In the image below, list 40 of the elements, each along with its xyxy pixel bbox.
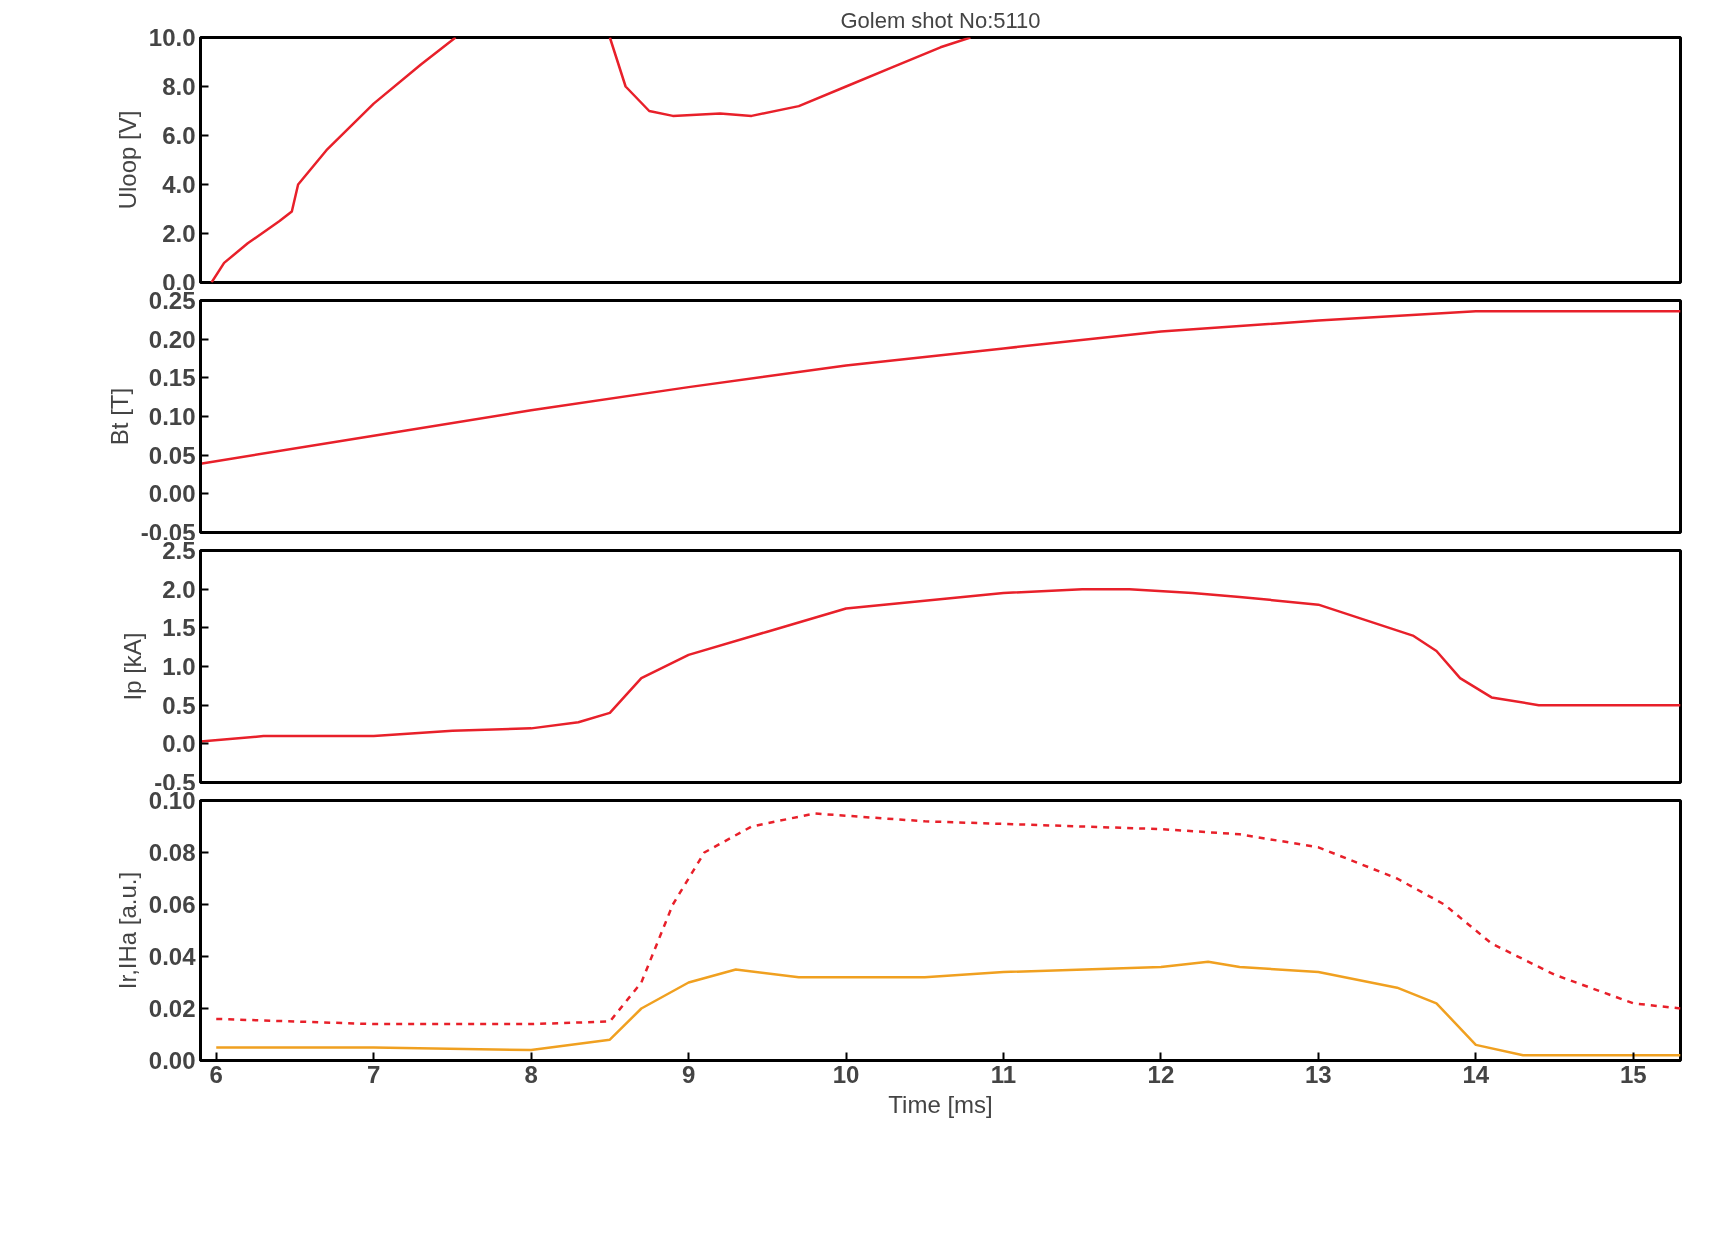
chart-title: Golem shot No:5110 [840, 7, 1041, 33]
x-tick-label: 10 [832, 1060, 860, 1088]
y-tick-label: 0.00 [148, 480, 196, 508]
y-tick-label: 0.20 [148, 325, 196, 353]
x-axis-title: Time [ms] [888, 1090, 993, 1118]
y-axis-title: Ip [kA] [119, 632, 147, 701]
y-tick-label: 1.0 [162, 653, 196, 680]
y-tick-label: 2.0 [162, 220, 196, 247]
y-tick-label: 0.08 [148, 839, 196, 866]
line-series [200, 587, 1681, 743]
line-series [200, 310, 1681, 465]
y-tick-label: 8.0 [162, 73, 196, 100]
y-axis-title: Ir,IHa [a.u.] [113, 871, 141, 990]
x-tick-label: 11 [990, 1060, 1017, 1088]
x-tick-label: 15 [1619, 1060, 1647, 1088]
y-tick-label: 10.0 [148, 24, 196, 51]
y-axis-title: Uloop [V] [113, 110, 141, 210]
y-tick-label: 0.10 [148, 403, 196, 430]
y-tick-label: 0.0 [162, 730, 196, 758]
y-tick-label: 4.0 [162, 171, 196, 198]
y-tick-label: 0.06 [148, 891, 196, 918]
y-axis-title: Bt [T] [105, 387, 133, 446]
y-tick-label: 2.0 [162, 575, 196, 603]
y-tick-label: 1.5 [162, 614, 196, 642]
line-series [214, 812, 1681, 1026]
x-tick-label: 6 [209, 1060, 223, 1088]
y-tick-label: 0.04 [148, 943, 197, 970]
y-tick-label: 0.5 [162, 691, 196, 719]
x-tick-label: 12 [1147, 1060, 1175, 1088]
x-tick-label: 8 [524, 1060, 538, 1088]
x-tick-label: 7 [367, 1060, 381, 1088]
x-tick-label: 14 [1462, 1060, 1490, 1088]
x-tick-label: 9 [681, 1060, 696, 1088]
x-tick-label: 13 [1305, 1060, 1332, 1088]
y-tick-label: 6.0 [162, 122, 196, 149]
y-tick-label: 0.15 [148, 364, 196, 392]
y-tick-label: 0.00 [148, 1047, 196, 1074]
line-series [214, 960, 1681, 1057]
y-tick-label: 0.05 [148, 441, 196, 469]
y-tick-label: 0.02 [148, 995, 196, 1022]
